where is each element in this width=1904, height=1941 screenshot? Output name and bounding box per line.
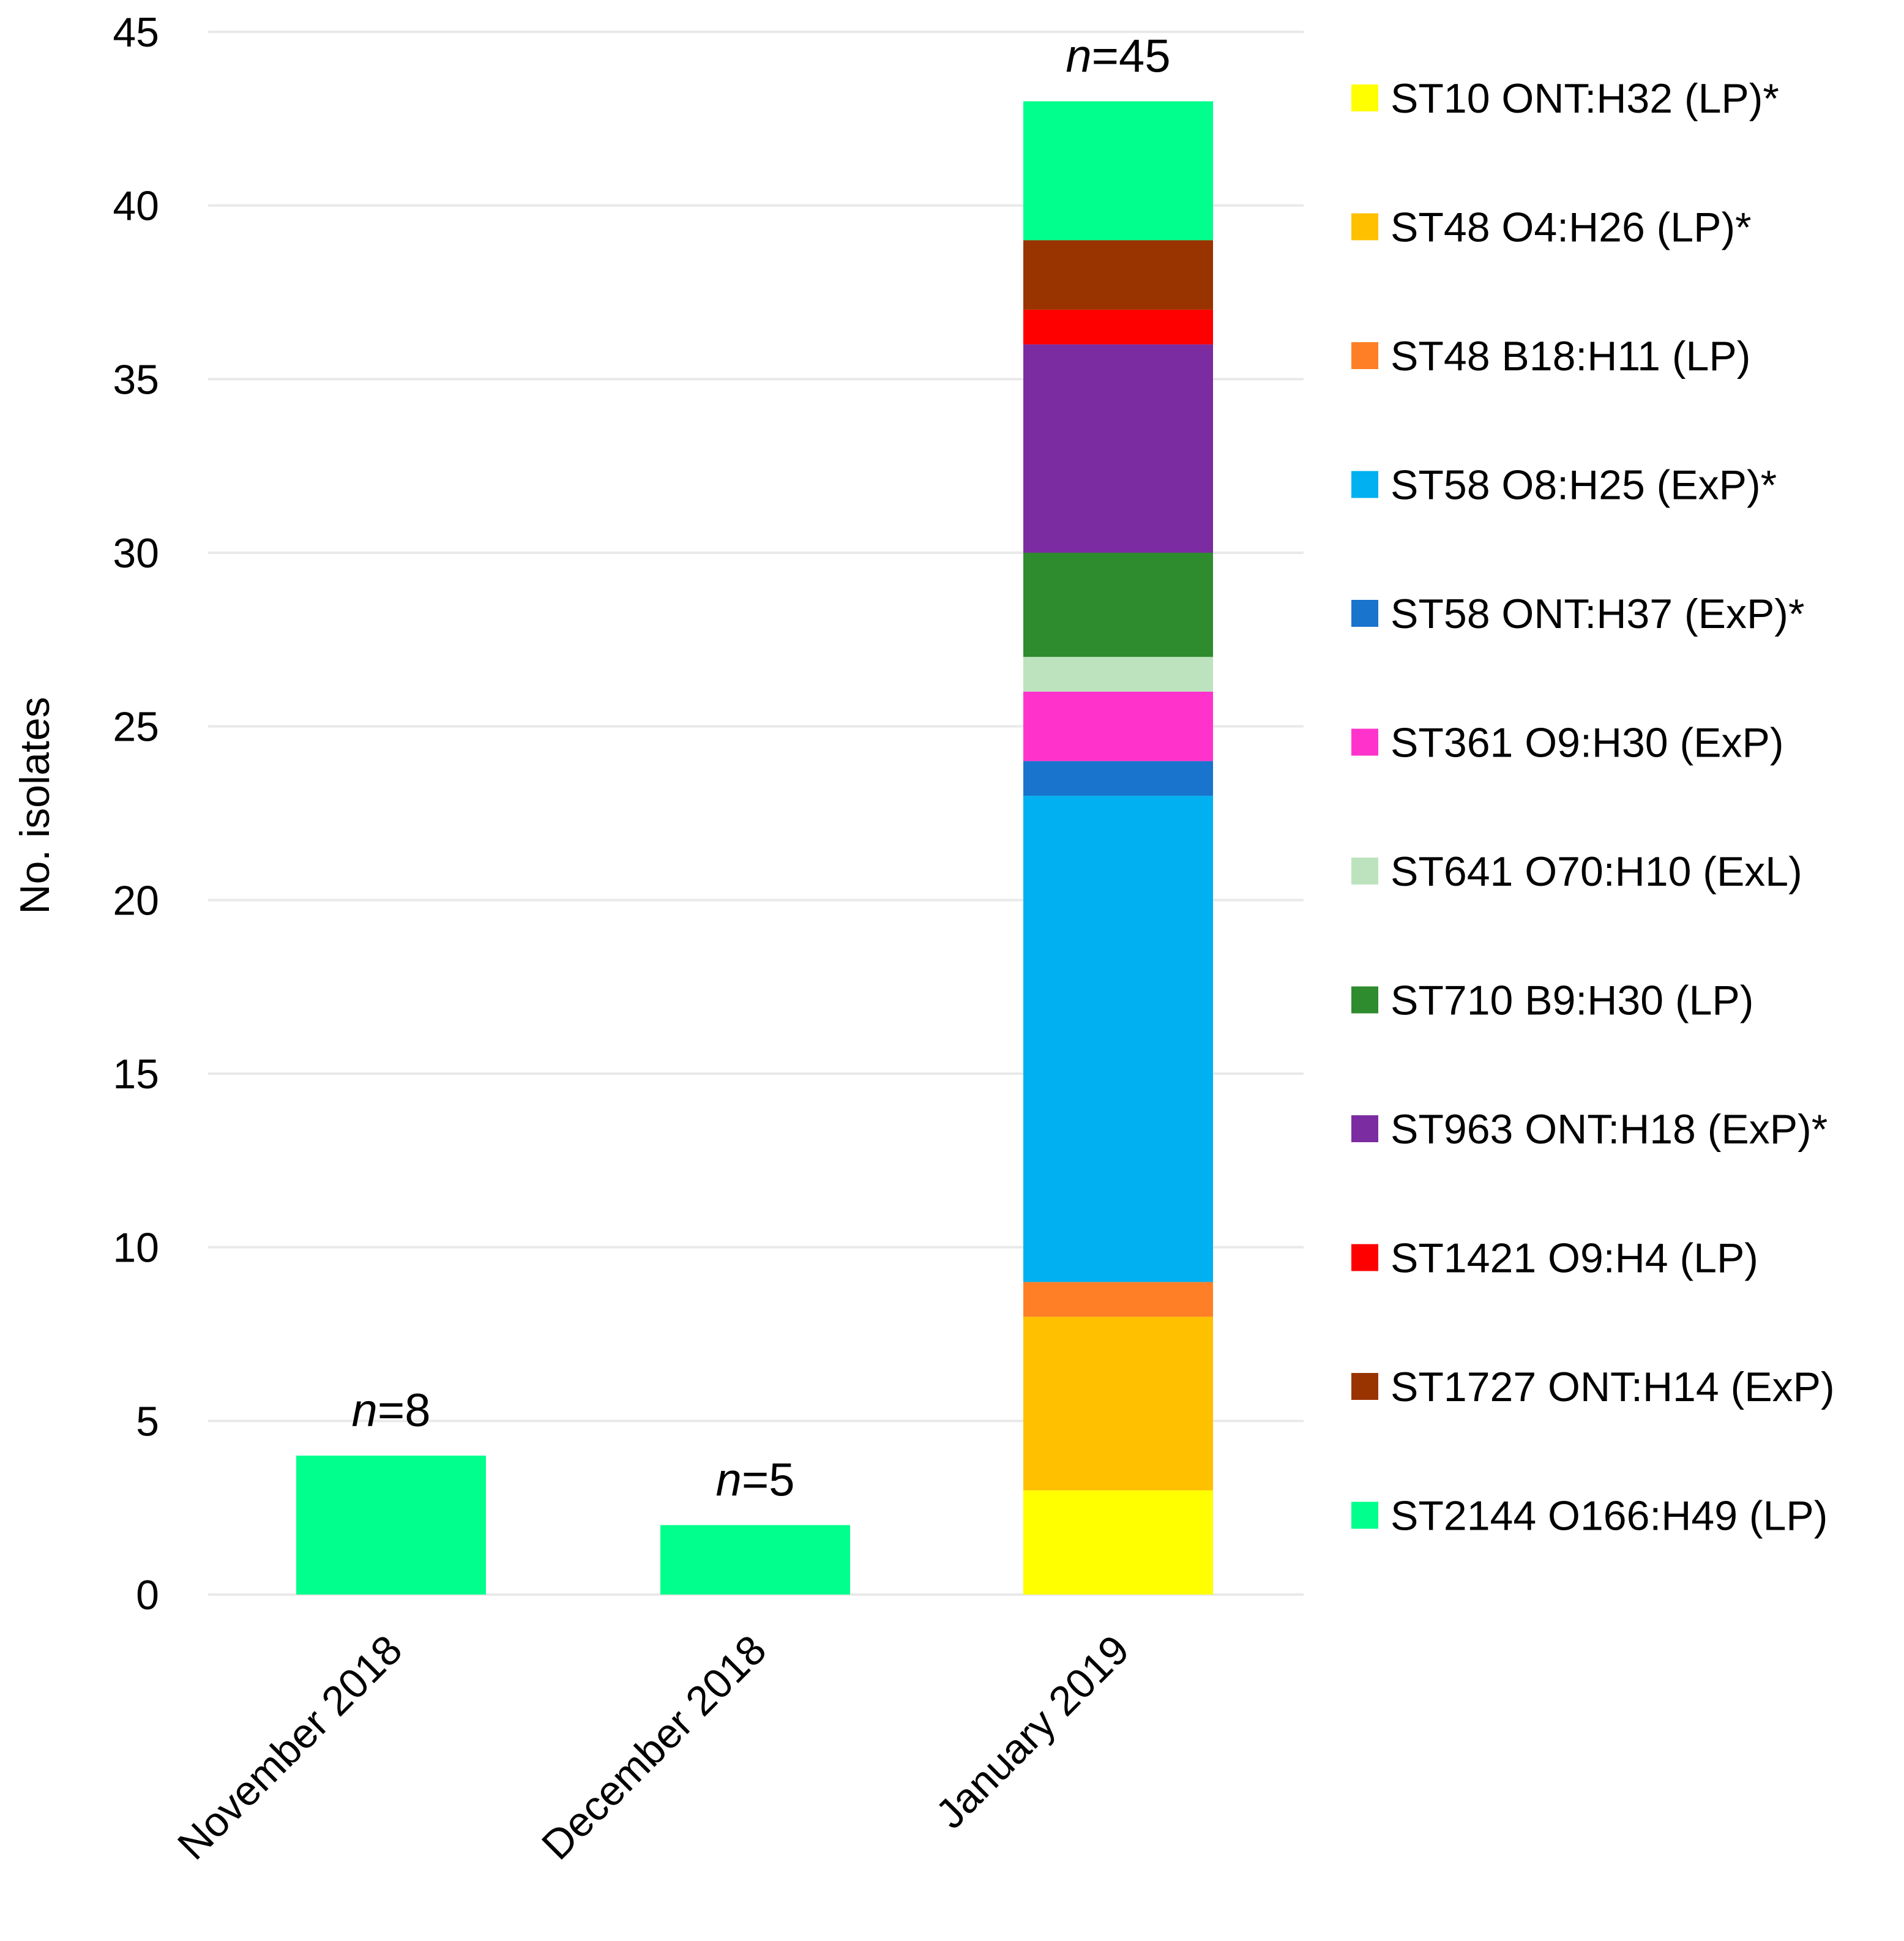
legend-label: ST2144 O166:H49 (LP) — [1391, 1493, 1827, 1539]
y-tick-label: 15 — [113, 1051, 159, 1098]
legend-label: ST361 O9:H30 (ExP) — [1391, 720, 1783, 766]
bar-segment — [660, 1525, 850, 1595]
bar-segment — [1023, 309, 1213, 345]
legend-label: ST48 B18:H11 (LP) — [1391, 333, 1750, 380]
bar-segment — [1023, 691, 1213, 761]
bar-segment — [1023, 761, 1213, 796]
x-axis-categories: November 2018 December 2018 January 2019 — [169, 1626, 1138, 1869]
legend-label: ST1727 ONT:H14 (ExP) — [1391, 1364, 1835, 1410]
bar-segment — [1023, 796, 1213, 1282]
legend-swatch — [1351, 342, 1378, 369]
bar-segment — [1023, 240, 1213, 310]
legend-label: ST1421 O9:H4 (LP) — [1391, 1235, 1758, 1282]
legend-label: ST58 ONT:H37 (ExP)* — [1391, 591, 1804, 637]
bar-segment — [296, 1456, 486, 1595]
y-axis-title: No. isolates — [12, 697, 58, 914]
legend-swatch — [1351, 471, 1378, 498]
legend-swatch — [1351, 1502, 1378, 1529]
legend-swatch — [1351, 728, 1378, 756]
legend-label: ST58 O8:H25 (ExP)* — [1391, 462, 1777, 509]
bar-total-label: n=8 — [352, 1385, 431, 1437]
legend-swatch — [1351, 1115, 1378, 1142]
legend: ST10 ONT:H32 (LP)* ST48 O4:H26 (LP)* ST48 … — [1351, 75, 1835, 1539]
legend-swatch — [1351, 1373, 1378, 1400]
bar-segment — [1023, 657, 1213, 692]
bars — [296, 101, 1213, 1595]
y-tick-label: 25 — [113, 704, 159, 750]
y-tick-label: 40 — [113, 183, 159, 230]
bar-totals: n=8 n=5 n=45 — [352, 30, 1171, 1506]
x-category-label: November 2018 — [169, 1626, 411, 1869]
legend-swatch — [1351, 858, 1378, 884]
y-tick-label: 45 — [113, 9, 159, 56]
bar-total-label: n=45 — [1066, 30, 1170, 82]
legend-label: ST963 ONT:H18 (ExP)* — [1391, 1106, 1827, 1153]
legend-swatch — [1351, 1244, 1378, 1271]
y-tick-label: 20 — [113, 877, 159, 924]
legend-label: ST710 B9:H30 (LP) — [1391, 978, 1753, 1024]
legend-label: ST10 ONT:H32 (LP)* — [1391, 75, 1779, 122]
bar-segment — [1023, 101, 1213, 241]
y-tick-label: 0 — [136, 1572, 159, 1618]
bar-segment — [1023, 344, 1213, 553]
legend-label: ST48 O4:H26 (LP)* — [1391, 204, 1752, 251]
bar-segment — [1023, 1490, 1213, 1595]
bar-segment — [1023, 1282, 1213, 1317]
bar-total-label: n=5 — [716, 1454, 795, 1506]
legend-swatch — [1351, 213, 1378, 241]
bar-segment — [1023, 553, 1213, 657]
bar-segment — [1023, 1317, 1213, 1490]
legend-swatch — [1351, 84, 1378, 111]
y-tick-label: 30 — [113, 530, 159, 577]
y-tick-label: 5 — [136, 1398, 159, 1445]
legend-label: ST641 O70:H10 (ExL) — [1391, 848, 1802, 895]
legend-swatch — [1351, 986, 1378, 1014]
y-axis-ticks: 0 5 10 15 20 25 30 35 40 45 — [113, 9, 159, 1618]
y-tick-label: 35 — [113, 356, 159, 403]
x-category-label: January 2019 — [927, 1626, 1138, 1838]
gridlines — [208, 31, 1304, 1596]
y-tick-label: 10 — [113, 1225, 159, 1271]
x-category-label: December 2018 — [533, 1626, 775, 1869]
legend-swatch — [1351, 600, 1378, 627]
